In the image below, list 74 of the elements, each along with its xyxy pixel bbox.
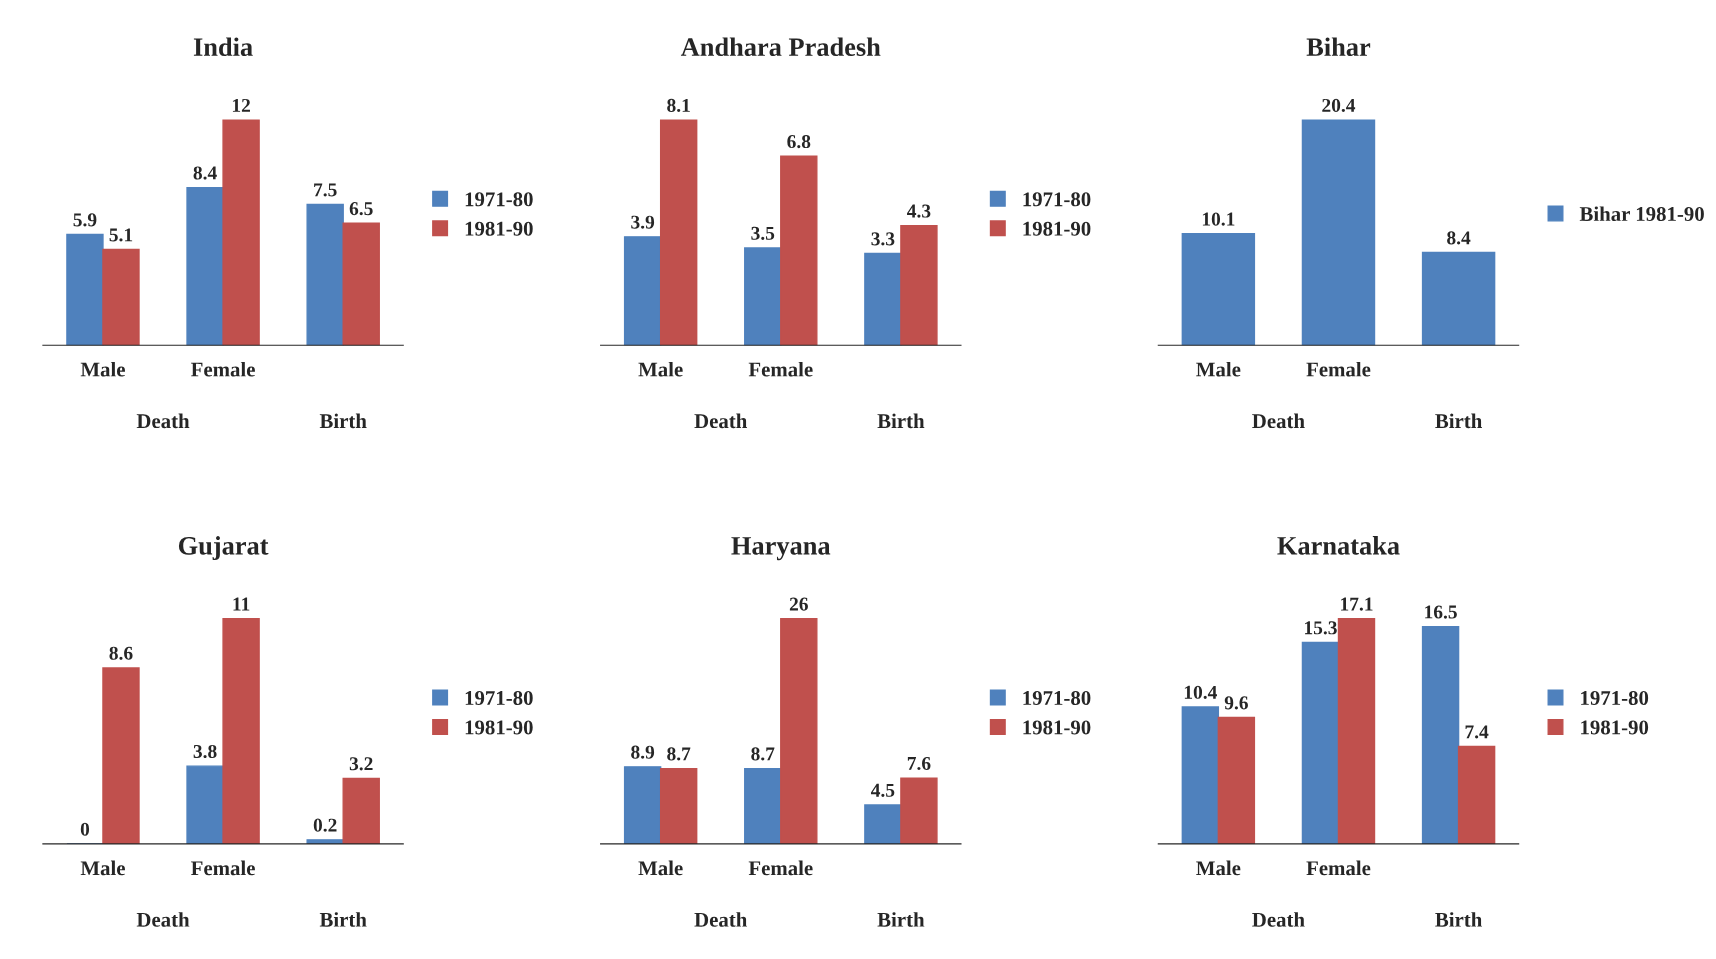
data-label: 3.3 [871,232,895,246]
data-label: 8.7 [751,747,775,761]
data-label: 17.1 [1341,597,1373,611]
x-tick-label: Female [191,860,255,876]
data-label: 6.8 [787,134,811,149]
x-tick-label: Male [1196,860,1241,876]
x-tick-label: Female [748,361,813,377]
chart-title: Gujarat [178,536,269,561]
data-label: 3.5 [751,226,775,240]
data-label: 8.9 [631,745,655,759]
data-label: 8.4 [193,166,217,180]
text: Birth [1435,413,1483,429]
text: Birth [1435,912,1483,927]
data-label: 7.6 [907,756,931,771]
data-label: 3.8 [193,744,217,759]
text: Death [694,413,748,429]
chart-title: Andhara Pradesh [680,37,881,57]
text: Death [1252,912,1305,927]
data-label: 3.9 [631,215,655,229]
data-label: 15.3 [1305,621,1337,635]
x-tick-label: Male [1196,361,1241,377]
x-tick-label: Male [80,361,125,377]
x-tick-label: Female [191,361,255,377]
data-label: 8.6 [109,646,133,660]
legend-label: 1971-80 [465,690,533,706]
chart-title: Karnataka [1277,536,1400,555]
legend-label: 1971-80 [1023,690,1091,706]
data-label: 8.1 [667,98,690,113]
text: Death [136,413,190,429]
data-label: 7.4 [1465,725,1489,739]
legend-label: 1971-80 [465,192,533,207]
legend-label: 1981-90 [1581,720,1649,735]
x-tick-label: Male [638,361,683,377]
text: Birth [877,912,925,927]
data-label: 0.2 [313,818,337,832]
x-tick-label: Male [638,860,683,876]
data-label: 6.5 [349,202,373,216]
data-label: 7.5 [314,183,337,197]
data-label: 8.4 [1447,231,1471,245]
data-label: 10.1 [1202,212,1235,226]
chart-title: Haryana [731,537,831,561]
data-label: 9.6 [1224,696,1248,710]
data-label: 4.5 [871,783,895,797]
text: Birth [319,912,367,927]
legend-label: 1981-90 [1023,720,1091,735]
data-label: 10.4 [1184,685,1217,699]
data-label: 5.9 [73,213,97,227]
text: Death [136,912,190,927]
data-label: 16.5 [1425,605,1457,619]
data-label: 3.2 [349,757,373,771]
text: Birth [877,413,925,429]
data-label: 20.4 [1322,98,1356,113]
data-label: 0 [80,822,90,836]
text: Death [694,912,748,927]
legend-label: Bihar 1981-90 [1579,206,1704,222]
legend-label: 1981-90 [1023,221,1091,236]
legend-label: 1981-90 [465,720,533,735]
data-label: 26 [789,597,808,611]
legend-label: 1981-90 [465,221,533,236]
x-tick-label: Male [80,860,125,876]
text: Death [1252,413,1305,429]
data-label: 5.1 [109,228,133,242]
x-tick-label: Female [1306,361,1371,377]
x-tick-label: Female [748,860,813,876]
chart-title: Bihar [1306,37,1371,57]
chart-title: India [193,37,253,57]
data-label: 11 [233,597,250,611]
data-label: 8.7 [667,747,691,761]
legend-label: 1971-80 [1581,690,1649,706]
data-label: 12 [232,98,250,112]
legend-label: 1971-80 [1023,192,1091,207]
text: Birth [319,413,367,429]
data-label: 4.3 [907,204,931,218]
x-tick-label: Female [1306,860,1371,876]
